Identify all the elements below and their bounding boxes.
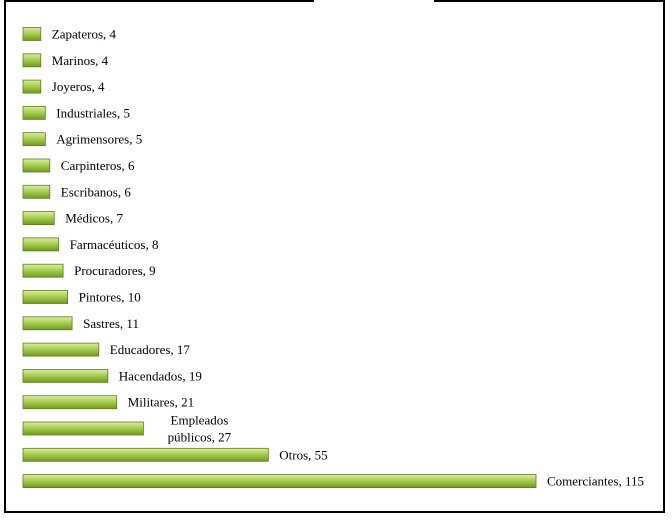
bar-zapateros <box>22 27 42 41</box>
bar-educadores <box>22 342 100 357</box>
bar-sastres <box>22 316 73 331</box>
data-label-zapateros: Zapateros, 4 <box>52 27 117 42</box>
bar-joyeros <box>22 79 42 94</box>
top-border-right <box>434 0 665 2</box>
data-label-agrimensores: Agrimensores, 5 <box>56 132 142 147</box>
bar-hacendados <box>22 368 109 383</box>
data-label-industriales: Industriales, 5 <box>56 105 130 120</box>
bar-agrimensores <box>22 132 46 147</box>
data-label-comerciantes: Comerciantes, 115 <box>547 474 644 489</box>
bar-medicos <box>22 211 55 226</box>
data-label-procuradores: Procuradores, 9 <box>74 263 156 278</box>
data-label-educadores: Educadores, 17 <box>110 342 191 357</box>
data-label-empleados-publicos: Empleados públicos, 27 <box>168 413 232 445</box>
chart-top-border <box>4 0 665 2</box>
data-label-joyeros: Joyeros, 4 <box>52 79 105 94</box>
bar-empleados-publicos <box>22 421 144 436</box>
bar-escribanos <box>22 184 51 199</box>
data-label-marinos: Marinos, 4 <box>52 53 109 68</box>
data-label-carpinteros: Carpinteros, 6 <box>61 158 135 173</box>
bar-comerciantes <box>22 474 537 489</box>
data-label-hacendados: Hacendados, 19 <box>119 368 202 383</box>
data-label-otros: Otros, 55 <box>279 447 327 462</box>
bar-otros <box>22 447 269 462</box>
bars-group <box>22 27 537 489</box>
bar-industriales <box>22 106 46 120</box>
data-label-line: Empleados <box>171 413 229 428</box>
bar-procuradores <box>22 263 64 278</box>
data-label-line: públicos, 27 <box>168 430 232 445</box>
bar-marinos <box>22 53 42 68</box>
data-label-pintores: Pintores, 10 <box>79 290 141 305</box>
data-label-sastres: Sastres, 11 <box>83 316 139 331</box>
data-label-farmaceuticos: Farmacéuticos, 8 <box>70 237 159 252</box>
data-label-militares: Militares, 21 <box>128 395 194 410</box>
top-border-left <box>4 0 314 2</box>
data-label-escribanos: Escribanos, 6 <box>61 184 132 199</box>
bar-carpinteros <box>22 158 51 173</box>
bar-militares <box>22 395 118 410</box>
bar-pintores <box>22 290 68 304</box>
data-label-medicos: Médicos, 7 <box>65 211 123 226</box>
labels-group: Zapateros, 4 Marinos, 4 Joyeros, 4 Industri… <box>52 27 644 489</box>
bar-farmaceuticos <box>22 237 60 252</box>
